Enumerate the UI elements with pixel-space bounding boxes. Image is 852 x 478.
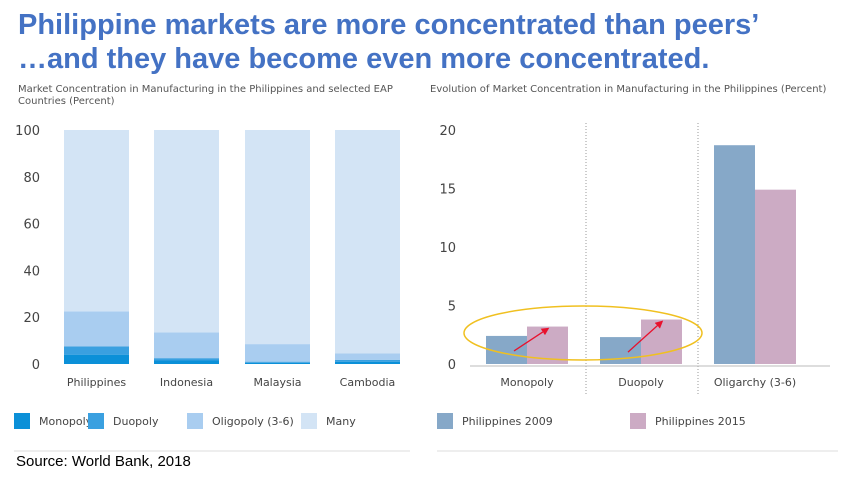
- bar-malaysia-duopoly: [245, 361, 310, 363]
- bar-philippines-monopoly: [64, 354, 129, 364]
- legend-swatch-oligopoly-3-6: [187, 413, 203, 429]
- left-chart-title-line-2: Countries (Percent): [18, 96, 115, 107]
- left-y-tick-label: 0: [32, 358, 40, 373]
- right-x-tick-label: Oligarchy (3-6): [714, 376, 796, 389]
- bar-philippines-many: [64, 130, 129, 312]
- left-x-tick-label: Indonesia: [160, 376, 213, 389]
- right-y-tick-label: 20: [439, 124, 456, 139]
- legend-label: Philippines 2009: [462, 415, 553, 428]
- source-note: Source: World Bank, 2018: [16, 453, 191, 470]
- bar-malaysia-oligopoly-3-6: [245, 344, 310, 362]
- right-y-tick-label: 10: [439, 241, 456, 256]
- increase-arrow: [627, 320, 664, 353]
- left-chart-title-line-1: Market Concentration in Manufacturing in…: [18, 84, 393, 95]
- headline-line-1: Philippine markets are more concentrated…: [18, 9, 760, 41]
- bar-philippines-oligopoly-3-6: [64, 311, 129, 347]
- left-chart-title: Market Concentration in Manufacturing in…: [18, 84, 393, 108]
- bar-indonesia-oligopoly-3-6: [154, 332, 219, 359]
- left-x-tick-label: Philippines: [67, 376, 127, 389]
- left-x-tick-label: Cambodia: [340, 376, 396, 389]
- legend-label: Duopoly: [113, 415, 159, 428]
- bar-indonesia-duopoly: [154, 358, 219, 361]
- left-y-tick-label: 60: [23, 218, 40, 233]
- bar-philippines-duopoly: [64, 346, 129, 355]
- legend-swatch-philippines-2009: [437, 413, 453, 429]
- bar-duopoly-philippines-2015: [641, 319, 682, 364]
- legend-swatch-monopoly: [14, 413, 30, 429]
- left-y-tick-label: 100: [15, 124, 40, 139]
- right-y-tick-label: 5: [448, 300, 456, 315]
- bar-oligarchy-3-6-philippines-2015: [755, 189, 796, 364]
- legend-label: Many: [326, 415, 356, 428]
- left-y-tick-label: 80: [23, 171, 40, 186]
- bar-malaysia-many: [245, 130, 310, 345]
- right-x-tick-label: Duopoly: [618, 376, 664, 389]
- bar-indonesia-many: [154, 130, 219, 333]
- bar-indonesia-monopoly: [154, 360, 219, 364]
- bar-oligarchy-3-6-philippines-2009: [714, 145, 755, 364]
- legend-label: Monopoly: [39, 415, 93, 428]
- highlight-ellipse: [463, 305, 703, 361]
- left-y-tick-label: 40: [23, 264, 40, 279]
- right-x-tick-label: Monopoly: [500, 376, 554, 389]
- legend-swatch-duopoly: [88, 413, 104, 429]
- increase-arrow: [513, 327, 550, 352]
- bar-cambodia-many: [335, 130, 400, 354]
- legend-swatch-many: [301, 413, 317, 429]
- right-y-tick-label: 0: [448, 358, 456, 373]
- legend-label: Oligopoly (3-6): [212, 415, 294, 428]
- headline-line-2: …and they have become even more concentr…: [18, 43, 710, 75]
- bar-cambodia-oligopoly-3-6: [335, 353, 400, 360]
- bar-malaysia-monopoly: [245, 362, 310, 364]
- bar-cambodia-monopoly: [335, 361, 400, 364]
- left-y-tick-label: 20: [23, 311, 40, 326]
- legend-label: Philippines 2015: [655, 415, 746, 428]
- bar-cambodia-duopoly: [335, 359, 400, 362]
- legend-swatch-philippines-2015: [630, 413, 646, 429]
- right-chart-title: Evolution of Market Concentration in Man…: [430, 84, 827, 95]
- right-y-tick-label: 15: [439, 183, 456, 198]
- left-x-tick-label: Malaysia: [253, 376, 301, 389]
